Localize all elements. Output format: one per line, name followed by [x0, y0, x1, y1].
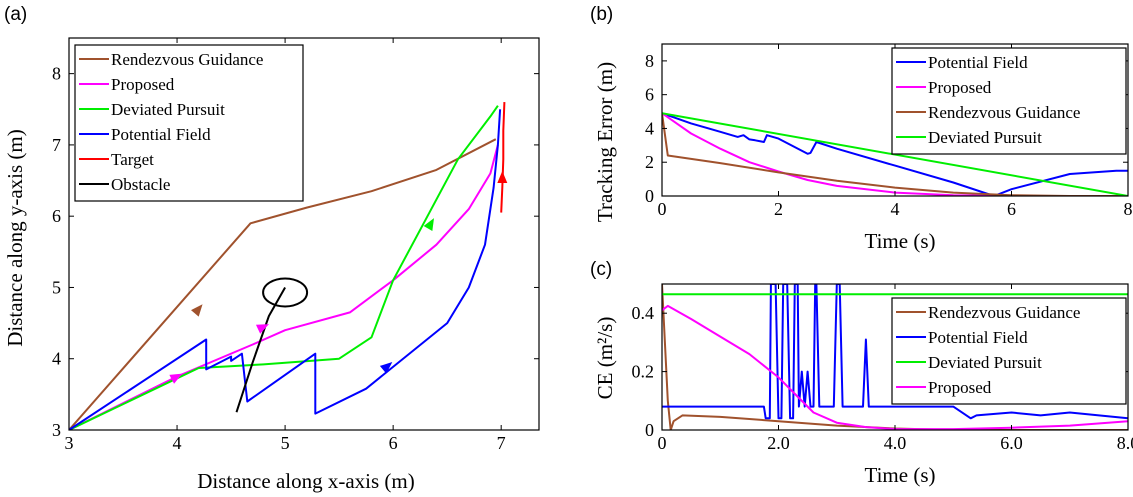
legend: Potential Field Proposed Rendezvous Guidan…	[891, 47, 1127, 155]
legend-entry: Rendezvous Guidance	[111, 50, 263, 69]
direction-arrow	[191, 304, 203, 317]
panel-b-x-axis-label: Time (s)	[865, 229, 936, 253]
y-tick-label: 3	[52, 420, 61, 440]
x-tick-label: 0	[658, 433, 667, 453]
y-tick-label: 8	[645, 51, 654, 71]
y-tick-label: 8	[52, 64, 61, 84]
x-tick-label: 0	[658, 199, 667, 219]
y-tick-label: 4	[645, 118, 654, 138]
series-line-proposed	[662, 112, 1128, 196]
panel-a-x-axis-label: Distance along x-axis (m)	[197, 469, 415, 493]
y-tick-label: 4	[52, 349, 61, 369]
y-tick-label: 0.2	[632, 362, 655, 382]
legend-entry: Proposed	[928, 78, 992, 97]
series-line-potential-field	[662, 112, 1128, 196]
x-tick-label: 2.0	[767, 433, 790, 453]
y-tick-label: 5	[52, 277, 61, 297]
legend-entry: Target	[111, 150, 154, 169]
legend-entry: Proposed	[111, 75, 175, 94]
panel-a-y-axis-label: Distance along y-axis (m)	[3, 129, 27, 347]
panel-a-trajectories: (a) Distance along x-axis (m) Distance a…	[3, 4, 540, 493]
y-tick-label: 6	[645, 85, 654, 105]
obstacle-ellipse	[262, 277, 309, 308]
panel-b-tracking-error: (b) Time (s) Tracking Error (m) 0 2 4 6 8 0 2 4…	[590, 4, 1133, 253]
panel-c-x-axis-label: Time (s)	[865, 463, 936, 487]
x-tick-label: 2	[774, 199, 783, 219]
series-line-potential-field	[662, 284, 1128, 420]
direction-arrow	[379, 362, 393, 374]
plot-area	[662, 284, 1128, 430]
legend-entry: Potential Field	[928, 328, 1028, 347]
legend-box	[891, 47, 1127, 155]
x-tick-label: 5	[281, 433, 290, 453]
legend-box	[74, 44, 304, 202]
legend-entry: Obstacle	[111, 175, 170, 194]
x-tick-label: 8	[1124, 199, 1133, 219]
legend-entry: Deviated Pursuit	[928, 128, 1042, 147]
y-tick-label: 6	[52, 206, 61, 226]
series-line-obstacle	[235, 287, 286, 413]
x-tick-label: 8.0	[1117, 433, 1133, 453]
series-line-proposed	[662, 304, 1128, 430]
series-line-deviated-pursuit	[69, 105, 499, 430]
x-tick-label: 3	[65, 433, 74, 453]
panel-b-y-axis-label: Tracking Error (m)	[593, 62, 617, 222]
legend-entry: Deviated Pursuit	[111, 100, 225, 119]
legend-entry: Deviated Pursuit	[928, 353, 1042, 372]
y-tick-label: 7	[52, 135, 61, 155]
direction-arrow	[423, 218, 434, 231]
legend: Rendezvous Guidance Proposed Deviated Purs…	[74, 44, 304, 202]
series-line-rendezvous-guidance	[69, 138, 497, 430]
legend-entry: Potential Field	[928, 53, 1028, 72]
x-tick-label: 6	[389, 433, 398, 453]
plot-area	[69, 102, 508, 430]
y-tick-label: 0	[645, 186, 654, 206]
legend-entry: Proposed	[928, 378, 992, 397]
series-line-deviated-pursuit	[662, 112, 1128, 196]
legend-box	[891, 297, 1127, 405]
y-tick-label: 0	[645, 420, 654, 440]
x-tick-label: 7	[497, 433, 506, 453]
legend-entry: Rendezvous Guidance	[928, 103, 1080, 122]
series-line-potential-field	[69, 109, 502, 430]
panel-c-y-axis-label: CE (m²/s)	[593, 317, 617, 400]
x-tick-label: 6.0	[1000, 433, 1023, 453]
direction-arrow	[169, 373, 183, 384]
legend-entry: Potential Field	[111, 125, 211, 144]
panel-c-tag: (c)	[590, 259, 612, 280]
x-tick-label: 4.0	[884, 433, 907, 453]
legend: Rendezvous Guidance Potential Field Deviat…	[891, 297, 1127, 405]
axes-frame	[68, 37, 540, 431]
direction-arrow	[255, 324, 269, 334]
y-tick-label: 2	[645, 152, 654, 172]
panel-a-tag: (a)	[4, 4, 27, 25]
panel-b-tag: (b)	[590, 4, 613, 25]
panel-c-ce: (c) Time (s) CE (m²/s) 0 2.0 4.0 6.0 8.0 0 0.2…	[590, 259, 1133, 487]
x-tick-label: 4	[891, 199, 900, 219]
legend-entry: Rendezvous Guidance	[928, 303, 1080, 322]
series-line-proposed	[69, 144, 499, 430]
y-tick-label: 0.4	[632, 303, 655, 323]
x-tick-label: 6	[1007, 199, 1016, 219]
direction-arrow	[497, 171, 508, 183]
series-line-target	[500, 102, 506, 213]
x-tick-label: 4	[173, 433, 182, 453]
